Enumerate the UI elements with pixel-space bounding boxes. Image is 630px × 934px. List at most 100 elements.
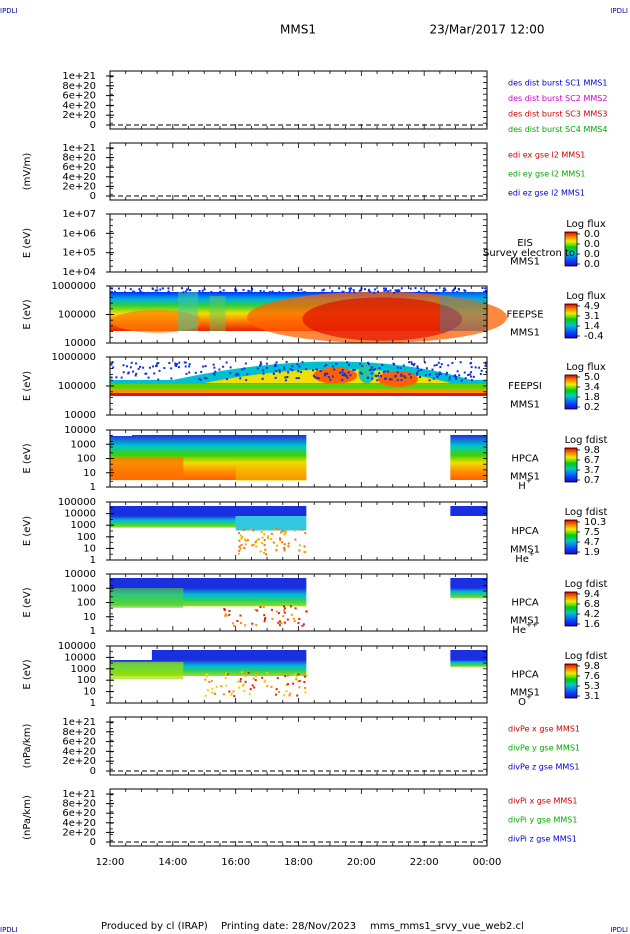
- spectrogram-pixel: [460, 379, 463, 382]
- spacecraft-label: MMS1: [510, 472, 540, 483]
- spectrogram-pixel: [440, 363, 443, 366]
- spectrogram-pixel: [261, 377, 264, 380]
- spectrogram-pixel: [436, 376, 439, 379]
- spectrogram-pixel: [479, 373, 482, 376]
- spectrogram-pixel: [129, 288, 132, 291]
- spectrogram-pixel: [295, 377, 298, 380]
- spectrogram-fill: [450, 660, 487, 667]
- spectrogram-pixel: [442, 287, 445, 290]
- y-tick-label: 1e+21: [62, 71, 96, 82]
- spectrogram-pixel: [243, 690, 246, 693]
- species-charge: +: [526, 477, 532, 485]
- spectrogram-pixel: [148, 366, 151, 369]
- spectrogram-pixel: [274, 363, 277, 366]
- spectrogram-pixel: [141, 291, 144, 294]
- spectrogram-pixel: [157, 378, 160, 381]
- spacecraft-label: MMS1: [510, 257, 540, 268]
- spectrogram-pixel: [374, 368, 377, 371]
- spectrogram-pixel: [377, 290, 380, 293]
- spectrogram-pixel: [182, 291, 185, 294]
- spectrogram-pixel: [470, 366, 473, 369]
- footer-produced-by: Produced by cl (IRAP): [101, 921, 208, 932]
- instrument-label: HPCA: [511, 670, 539, 681]
- spectrogram-pixel: [265, 362, 268, 365]
- spectrogram-pixel: [138, 291, 141, 294]
- spectrogram-pixel: [278, 624, 281, 627]
- spectrogram-pixel: [222, 289, 225, 292]
- spectrogram-pixel: [347, 371, 350, 374]
- spectrogram-pixel: [453, 287, 456, 290]
- spectrogram-pixel: [275, 688, 278, 691]
- spectrogram-pixel: [289, 692, 292, 695]
- colorbar-tick-label: 7.6: [584, 671, 600, 682]
- spectrogram-pixel: [184, 361, 187, 364]
- x-tick-label: 20:00: [347, 857, 376, 868]
- spectrogram-pixel: [220, 685, 223, 688]
- colorbar-tick-label: 0.2: [584, 402, 600, 413]
- y-tick-label: 8e+20: [62, 81, 96, 92]
- spectrogram-pixel: [411, 362, 414, 365]
- spectrogram-pixel: [238, 686, 241, 689]
- spectrogram-pixel: [249, 688, 252, 691]
- spectrogram-band: [110, 662, 184, 680]
- spectrogram-pixel: [400, 287, 403, 290]
- spectrogram-pixel: [214, 370, 217, 373]
- spectrogram-pixel: [250, 290, 253, 293]
- x-tick-label: 22:00: [410, 857, 439, 868]
- spectrogram-pixel: [188, 371, 191, 374]
- spectrogram-pixel: [178, 361, 181, 364]
- spectrogram-pixel: [428, 373, 431, 376]
- spectrogram-pixel: [117, 287, 120, 290]
- spectrogram-pixel: [403, 375, 406, 378]
- spectrogram-pixel: [331, 290, 334, 293]
- spectrogram-pixel: [205, 377, 208, 380]
- spectrogram-pixel: [287, 542, 290, 545]
- spectrogram-pixel: [239, 547, 242, 550]
- spectrogram-pixel: [419, 376, 422, 379]
- spectrogram-pixel: [384, 370, 387, 373]
- spectrogram-pixel: [282, 289, 285, 292]
- spectrogram-pixel: [283, 543, 286, 546]
- spectrogram-pixel: [224, 676, 227, 679]
- spectrogram-pixel: [244, 675, 247, 678]
- spectrogram-pixel: [167, 287, 170, 290]
- spectrogram-pixel: [275, 528, 278, 531]
- spectrogram-pixel: [288, 694, 291, 697]
- spectrogram-pixel: [297, 673, 300, 676]
- spectrogram-pixel: [439, 372, 442, 375]
- legend-entry: divPe x gse MMS1: [508, 725, 580, 734]
- spectrogram-pixel: [384, 289, 387, 292]
- spectrogram-pixel: [444, 289, 447, 292]
- spectrogram-pixel: [133, 290, 136, 293]
- spectrogram-pixel: [438, 373, 441, 376]
- spectrogram-pixel: [270, 538, 273, 541]
- spectrogram-pixel: [290, 613, 293, 616]
- spectrogram-pixel: [435, 373, 438, 376]
- spectrogram-pixel: [240, 537, 243, 540]
- spectrogram-pixel: [210, 679, 213, 682]
- y-axis-label: E (eV): [22, 443, 33, 473]
- spectrogram-pixel: [325, 372, 328, 375]
- spectrogram-pixel: [254, 679, 257, 682]
- spectrogram-pixel: [183, 361, 186, 364]
- spectrogram-pixel: [375, 375, 378, 378]
- spectrogram-pixel: [435, 288, 438, 291]
- spectrogram-pixel: [455, 378, 458, 381]
- spectrogram-pixel: [387, 370, 390, 373]
- spectrogram-pixel: [370, 366, 373, 369]
- spectrogram-pixel: [206, 689, 209, 692]
- spectrogram-pixel: [225, 378, 228, 381]
- spectrogram-pixel: [222, 693, 225, 696]
- spectrogram-pixel: [316, 376, 319, 379]
- spectrogram-pixel: [390, 378, 393, 381]
- colorbar-tick-label: 0.0: [584, 229, 600, 240]
- y-axis-label: E (eV): [22, 587, 33, 617]
- spectrogram-pixel: [279, 538, 282, 541]
- spectrogram-pixel: [396, 290, 399, 293]
- spectrogram-pixel: [276, 610, 279, 613]
- spectrogram-pixel: [282, 547, 285, 550]
- y-tick-label: 100000: [58, 497, 96, 508]
- y-tick-label: 1e+06: [62, 228, 96, 239]
- spectrogram-pixel: [256, 609, 259, 612]
- spectrogram-band: [151, 650, 307, 660]
